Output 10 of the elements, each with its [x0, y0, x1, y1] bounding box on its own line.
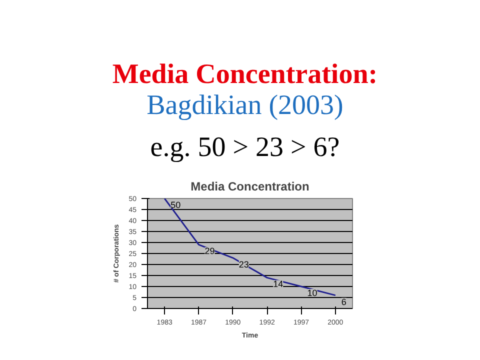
text: e.g. 50 > 23 > 6?: [150, 132, 340, 163]
data-label: 50: [170, 200, 181, 210]
line-series: [164, 198, 336, 296]
data-label: 10: [307, 288, 318, 298]
text: Media Concentration: Bagdikian (2003): [112, 59, 378, 121]
data-label: 29: [204, 246, 215, 256]
data-label: 6: [341, 296, 346, 307]
data-label: 23: [238, 259, 249, 270]
data-label: 14: [273, 279, 284, 290]
chart-title: Media Concentration: [190, 180, 310, 194]
